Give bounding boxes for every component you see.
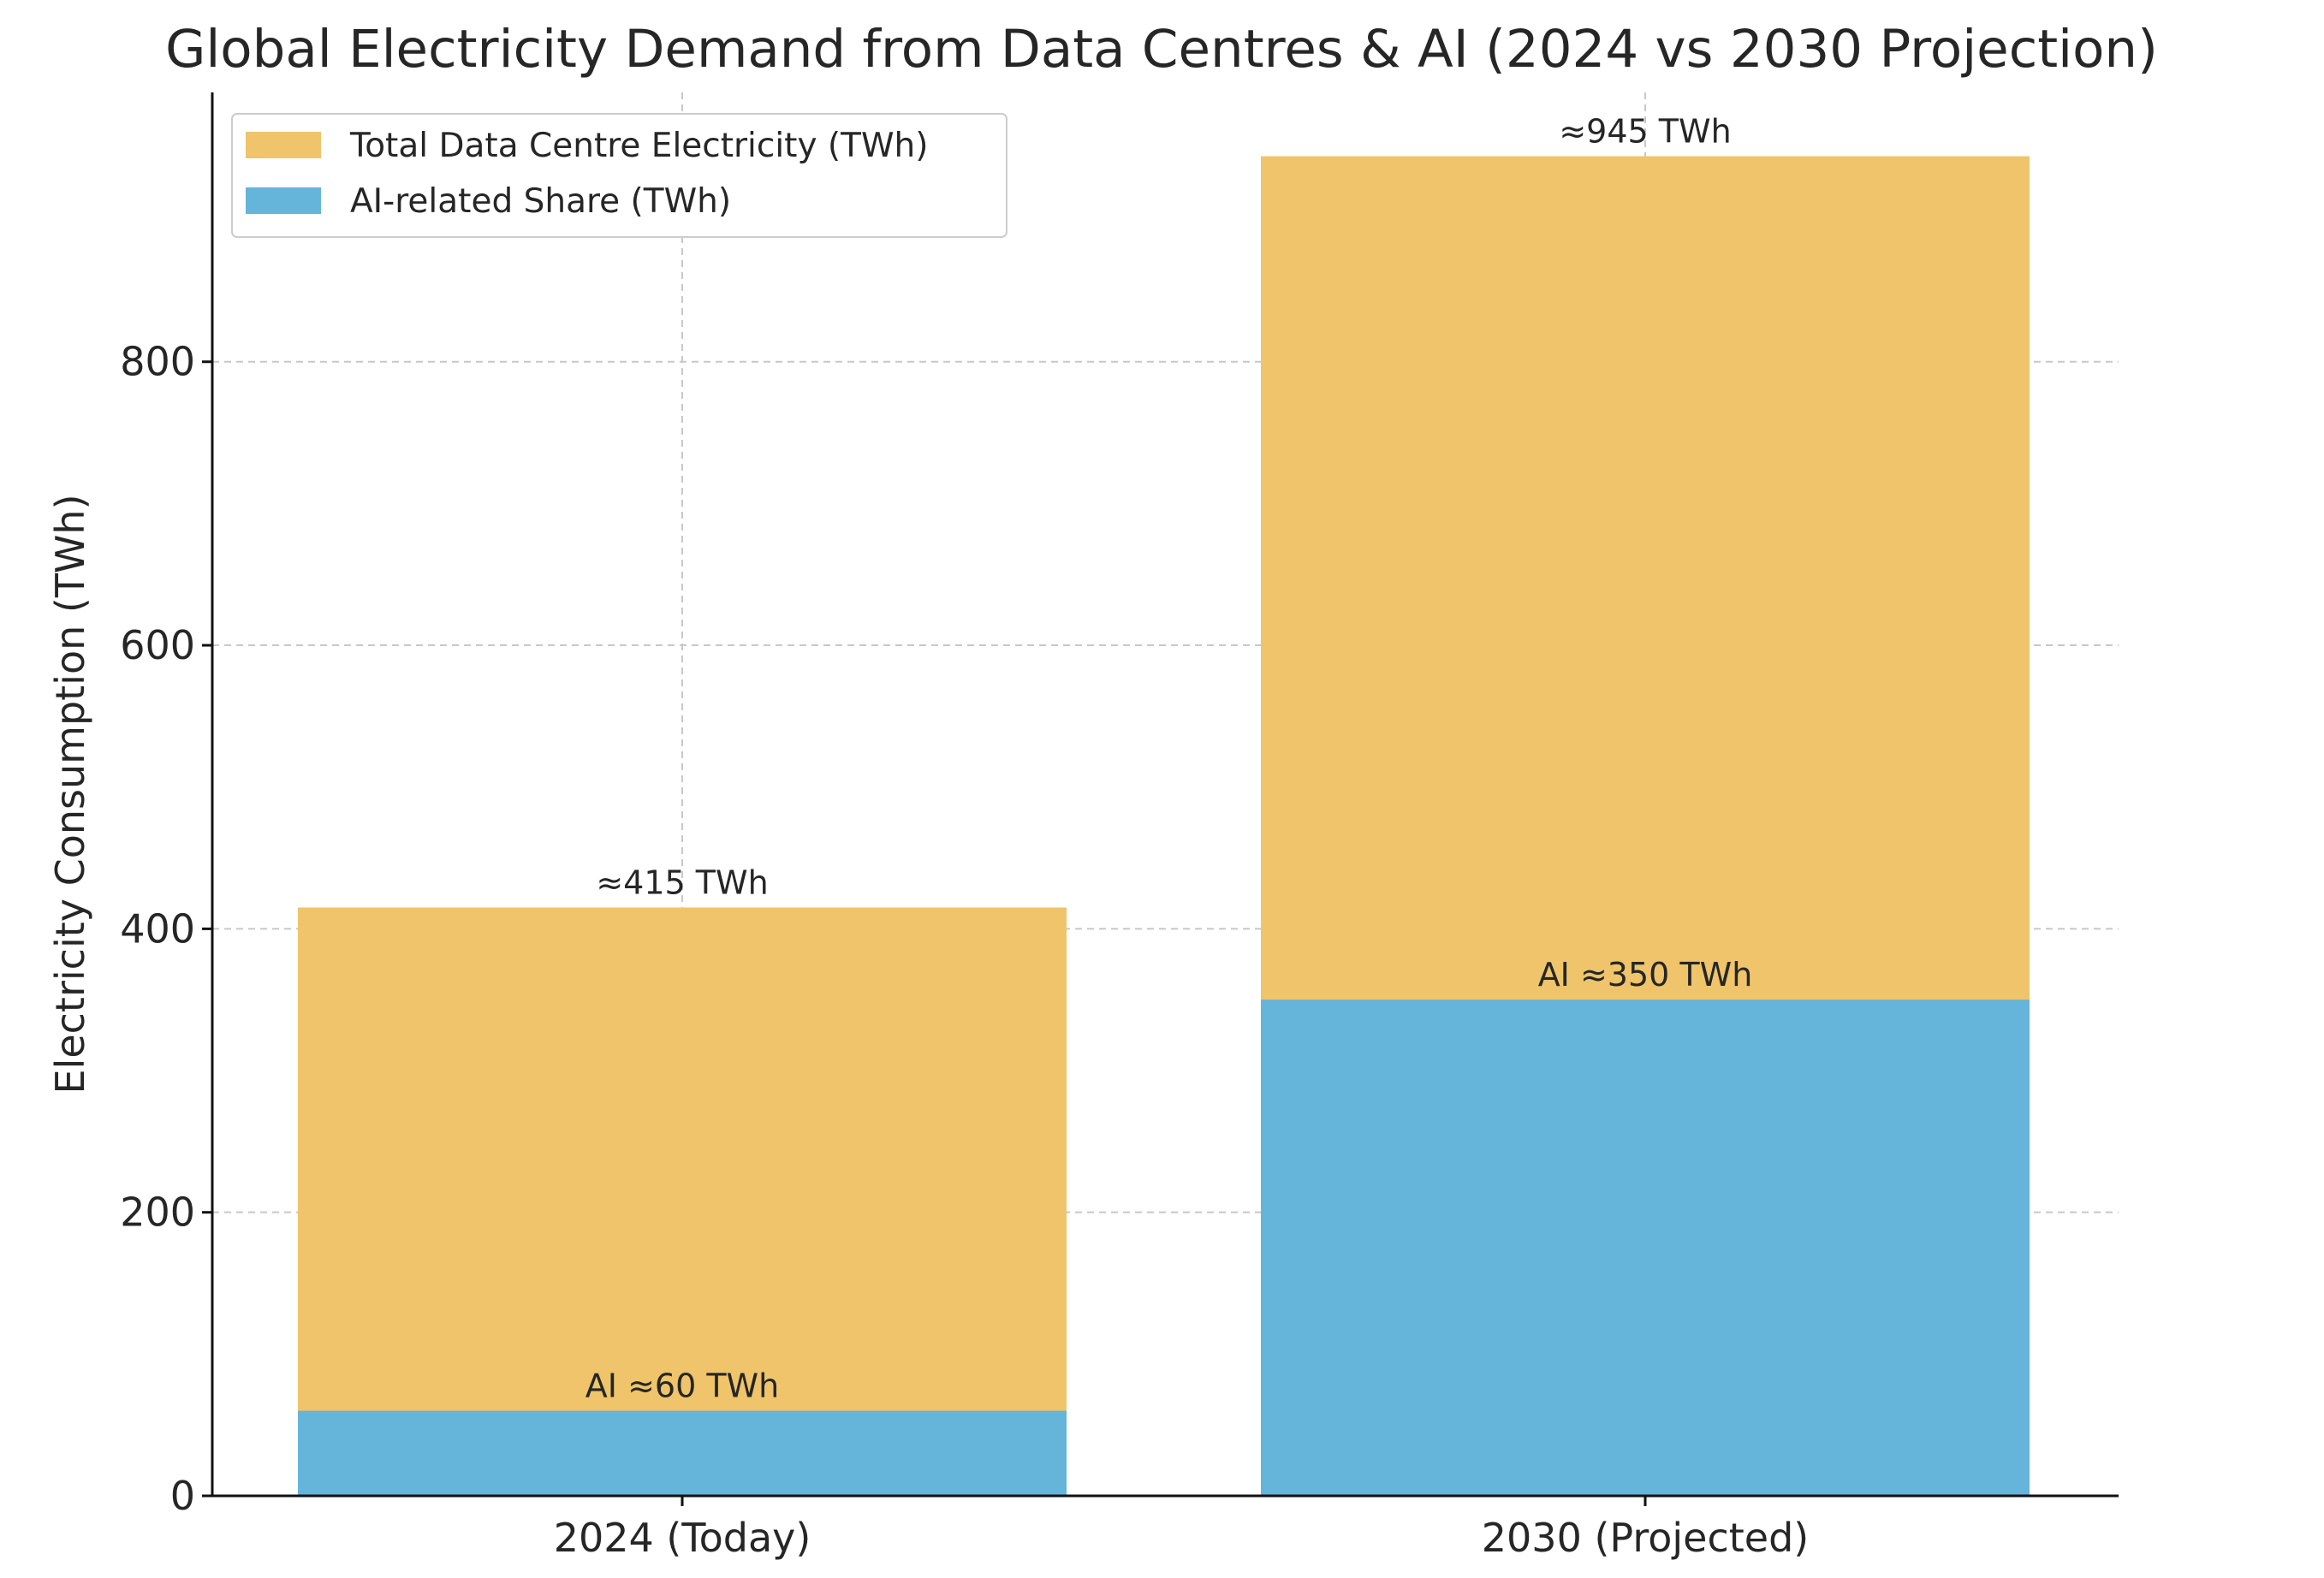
data-labels: ≈415 TWh AI ≈60 TWh ≈945 TWh AI ≈350 TWh xyxy=(585,113,1753,1405)
bars xyxy=(298,156,2030,1497)
total-value-label: ≈415 TWh xyxy=(596,864,768,902)
bar-ai-0 xyxy=(298,1410,1067,1496)
legend-swatch-total xyxy=(246,132,321,158)
axes: 0 200 400 600 800 2024 (Today) 2030 (Projected… xyxy=(120,92,2119,1561)
y-tick-label: 0 xyxy=(170,1473,195,1519)
y-tick-label: 600 xyxy=(120,622,195,668)
legend-label-ai: AI-related Share (TWh) xyxy=(350,182,731,221)
legend: Total Data Centre Electricity (TWh) AI-r… xyxy=(231,113,1007,238)
y-tick-label: 800 xyxy=(120,339,195,385)
chart-title: Global Electricity Demand from Data Cent… xyxy=(165,19,2158,80)
legend-swatch-ai xyxy=(246,187,321,214)
y-axis-label: Electricity Consumption (TWh) xyxy=(47,494,93,1094)
ai-value-label: AI ≈350 TWh xyxy=(1538,956,1753,994)
total-value-label: ≈945 TWh xyxy=(1559,113,1731,151)
y-tick-label: 400 xyxy=(120,905,195,952)
bar-ai-1 xyxy=(1261,1000,2030,1496)
bar-total-0 xyxy=(298,907,1067,1496)
ai-value-label: AI ≈60 TWh xyxy=(585,1367,779,1405)
x-tick-label: 2030 (Projected) xyxy=(1482,1515,1809,1561)
y-tick-label: 200 xyxy=(120,1189,195,1236)
legend-box xyxy=(231,113,1007,238)
x-tick-label: 2024 (Today) xyxy=(554,1515,811,1561)
legend-label-total: Total Data Centre Electricity (TWh) xyxy=(349,127,928,165)
